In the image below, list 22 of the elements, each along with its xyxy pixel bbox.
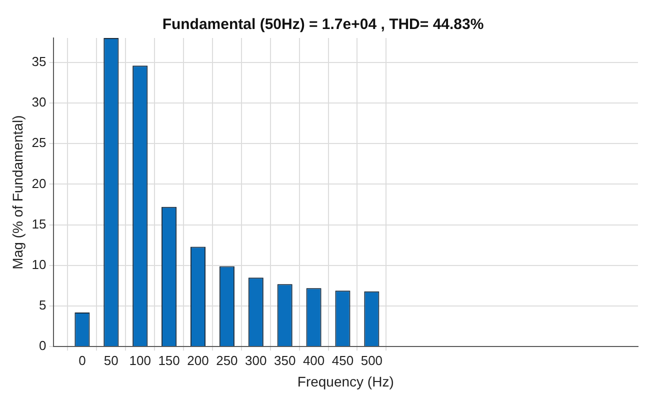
x-tick-label: 400: [302, 352, 325, 368]
y-tick-label: 35: [32, 54, 46, 69]
chart-title: Fundamental (50Hz) = 1.7e+04 , THD= 44.83%: [162, 16, 484, 34]
x-tick-label: 500: [360, 352, 383, 368]
y-tick-label: 5: [39, 298, 46, 313]
x-tick-label: 150: [158, 352, 180, 368]
x-axis-title: Frequency (Hz): [297, 373, 394, 390]
y-tick-label: 0: [39, 338, 46, 354]
x-tick-label: 300: [245, 352, 267, 368]
y-axis-title: Mag (% of Fundamental): [9, 115, 26, 270]
y-tick-label: 20: [32, 176, 46, 191]
x-tick-label: 50: [104, 352, 118, 368]
x-tick-label: 0: [78, 352, 86, 368]
x-tick-label: 200: [187, 352, 209, 368]
x-tick-label: 100: [129, 352, 151, 368]
x-tick-label: 350: [274, 352, 296, 368]
y-tick-label: 15: [32, 216, 46, 232]
y-tick-label: 25: [32, 135, 46, 150]
x-tick-label: 450: [332, 352, 354, 368]
y-tick-label: 30: [32, 94, 46, 110]
y-tick-label: 10: [32, 256, 46, 272]
x-tick-label: 250: [216, 352, 238, 368]
